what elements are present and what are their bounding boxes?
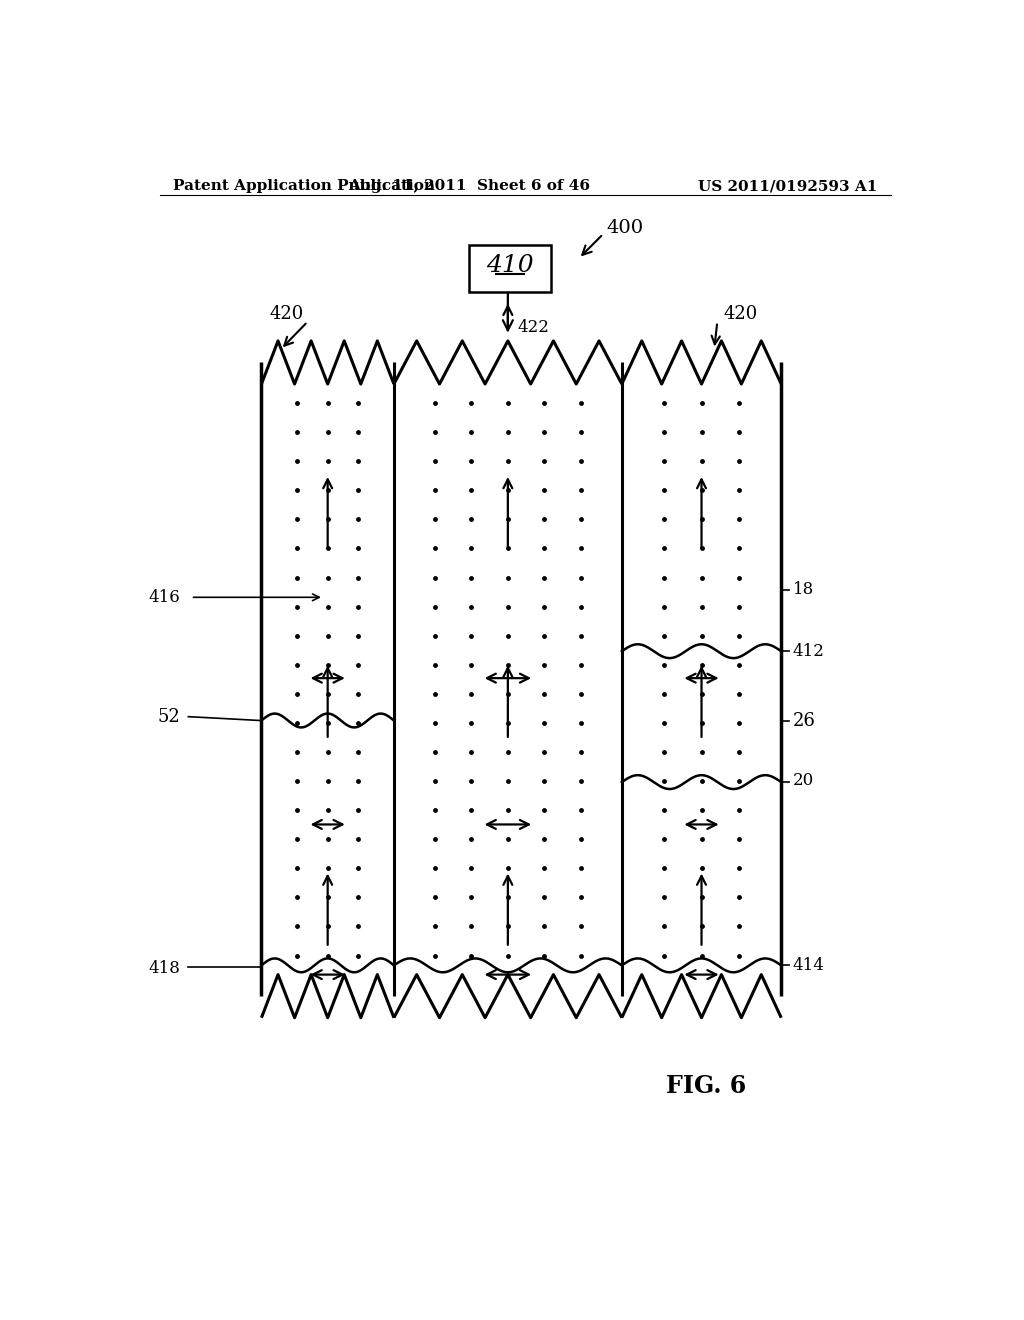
FancyBboxPatch shape — [469, 246, 551, 292]
Text: 414: 414 — [793, 957, 824, 974]
Text: Patent Application Publication: Patent Application Publication — [173, 180, 435, 193]
Text: 26: 26 — [793, 711, 816, 730]
Text: 400: 400 — [606, 219, 643, 236]
Text: 418: 418 — [148, 960, 180, 977]
Text: 20: 20 — [793, 772, 814, 789]
Text: Aug. 11, 2011  Sheet 6 of 46: Aug. 11, 2011 Sheet 6 of 46 — [348, 180, 591, 193]
Text: 420: 420 — [269, 305, 304, 323]
Text: 420: 420 — [724, 305, 758, 323]
Text: FIG. 6: FIG. 6 — [666, 1074, 745, 1098]
Text: 422: 422 — [517, 319, 549, 337]
Text: 412: 412 — [793, 643, 824, 660]
Text: 416: 416 — [148, 589, 180, 606]
Text: US 2011/0192593 A1: US 2011/0192593 A1 — [698, 180, 878, 193]
Text: 18: 18 — [793, 581, 814, 598]
Text: 52: 52 — [158, 708, 180, 726]
Text: 410: 410 — [486, 253, 534, 277]
